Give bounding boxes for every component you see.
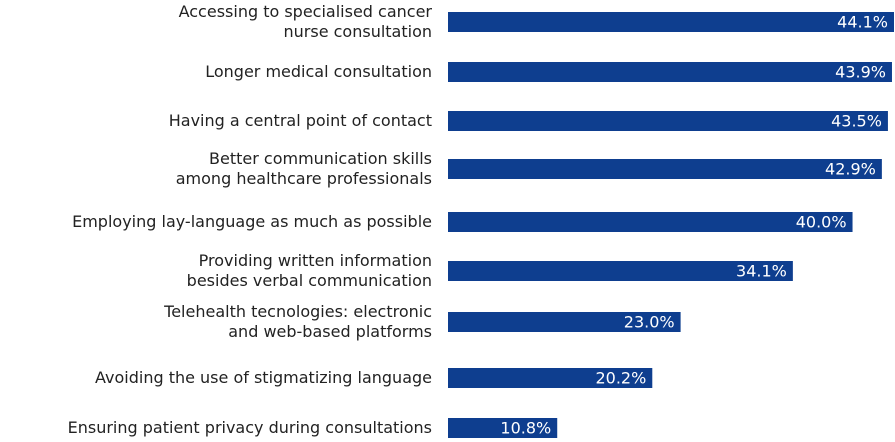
category-label: Ensuring patient privacy during consulta… — [68, 418, 432, 437]
value-label: 43.5% — [831, 112, 882, 131]
value-label: 43.9% — [835, 63, 886, 82]
value-label: 10.8% — [500, 419, 551, 438]
category-label: Better communication skills among healthc… — [176, 149, 432, 188]
bar — [448, 62, 892, 82]
bar — [448, 212, 853, 232]
value-label: 42.9% — [825, 160, 876, 179]
bar — [448, 418, 558, 438]
value-label: 34.1% — [736, 262, 787, 281]
value-label: 40.0% — [796, 213, 847, 232]
category-label: Telehealth tecnologies: electronic and we… — [163, 302, 432, 341]
value-label: 23.0% — [624, 313, 675, 332]
value-label: 20.2% — [595, 369, 646, 388]
category-label: Longer medical consultation — [205, 62, 432, 81]
category-label: Providing written information besides ver… — [187, 251, 432, 290]
bar — [448, 12, 894, 32]
bar — [448, 312, 681, 332]
category-label: Having a central point of contact — [169, 111, 432, 130]
bar — [448, 159, 882, 179]
category-label: Avoiding the use of stigmatizing languag… — [95, 368, 432, 387]
bar — [448, 111, 888, 131]
bar — [448, 261, 793, 281]
category-label: Accessing to specialised cancer nurse con… — [179, 2, 433, 41]
category-label: Employing lay-language as much as possib… — [72, 212, 432, 231]
bar — [448, 368, 653, 388]
value-label: 44.1% — [837, 13, 888, 32]
